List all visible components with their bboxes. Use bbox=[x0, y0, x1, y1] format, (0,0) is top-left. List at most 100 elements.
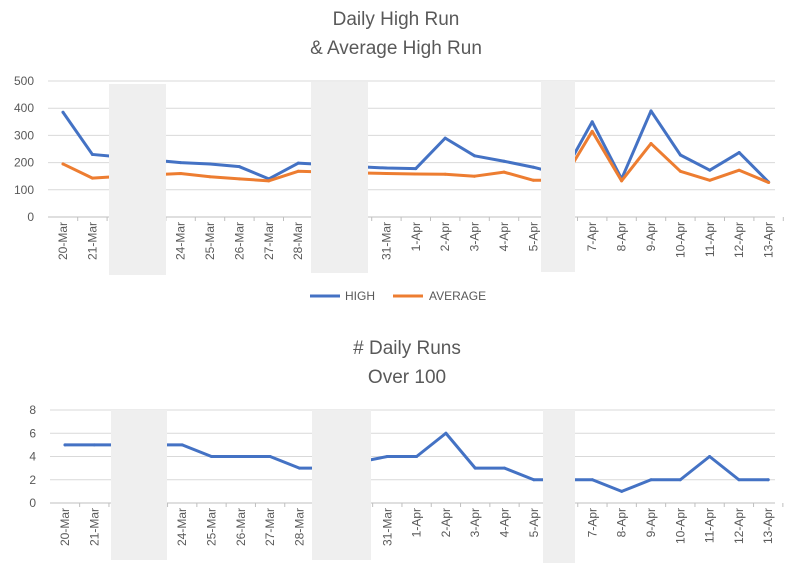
x-tick-label: 7-Apr bbox=[585, 222, 599, 251]
data-point bbox=[473, 466, 477, 470]
data-point bbox=[590, 129, 594, 133]
data-point bbox=[473, 154, 477, 158]
occluding-block bbox=[543, 410, 575, 563]
data-point bbox=[61, 110, 65, 114]
x-tick-label: 13-Apr bbox=[761, 508, 775, 544]
legend-high-label: HIGH bbox=[345, 289, 375, 303]
data-point bbox=[503, 466, 506, 470]
x-tick-label: 8-Apr bbox=[615, 222, 629, 251]
data-point bbox=[210, 455, 213, 458]
data-point bbox=[61, 162, 65, 166]
data-point bbox=[385, 455, 389, 458]
x-tick-label: 10-Apr bbox=[673, 222, 687, 258]
x-tick-label: 24-Mar bbox=[174, 222, 188, 260]
chart1-legend: HIGH AVERAGE bbox=[310, 289, 486, 303]
data-point bbox=[90, 176, 94, 180]
data-point bbox=[620, 489, 624, 493]
data-point bbox=[766, 478, 770, 482]
x-tick-label: 1-Apr bbox=[409, 222, 423, 251]
occluding-block bbox=[311, 82, 368, 273]
data-point bbox=[414, 167, 418, 171]
data-point bbox=[649, 109, 653, 113]
x-tick-label: 5-Apr bbox=[527, 508, 541, 537]
series-line-series-0 bbox=[63, 431, 770, 493]
y-tick-label: 6 bbox=[29, 426, 36, 440]
y-tick-label: 2 bbox=[29, 473, 36, 487]
y-tick-label: 200 bbox=[14, 156, 34, 170]
data-point bbox=[708, 455, 712, 458]
data-point bbox=[678, 153, 682, 157]
x-tick-label: 10-Apr bbox=[673, 508, 687, 544]
data-point bbox=[92, 443, 96, 447]
data-point bbox=[590, 120, 594, 124]
x-tick-label: 12-Apr bbox=[732, 222, 746, 258]
data-point bbox=[708, 178, 712, 182]
data-point bbox=[384, 171, 388, 175]
x-tick-label: 31-Mar bbox=[379, 222, 393, 260]
data-point bbox=[444, 431, 448, 435]
x-tick-label: 2-Apr bbox=[439, 508, 453, 537]
data-point bbox=[239, 455, 243, 458]
x-tick-label: 26-Mar bbox=[232, 222, 246, 260]
data-point bbox=[237, 165, 241, 169]
data-point bbox=[208, 175, 212, 179]
data-point bbox=[180, 443, 184, 447]
chart2-title-line2: Over 100 bbox=[368, 367, 446, 388]
data-point bbox=[443, 136, 447, 140]
chart2-title-line1: # Daily Runs bbox=[353, 338, 461, 359]
data-point bbox=[737, 478, 741, 482]
data-point bbox=[473, 174, 477, 178]
data-point bbox=[179, 161, 183, 165]
x-tick-label: 31-Mar bbox=[380, 508, 394, 546]
data-point bbox=[63, 443, 67, 447]
data-point bbox=[268, 455, 272, 458]
x-tick-label: 4-Apr bbox=[498, 508, 512, 537]
y-tick-label: 300 bbox=[14, 128, 34, 142]
data-point bbox=[678, 169, 682, 173]
x-tick-label: 27-Mar bbox=[262, 222, 276, 260]
data-point bbox=[296, 169, 300, 173]
data-point bbox=[590, 478, 594, 482]
x-tick-label: 20-Mar bbox=[58, 508, 72, 546]
x-tick-label: 5-Apr bbox=[526, 222, 540, 251]
chart1-title-line1: Daily High Run bbox=[333, 9, 460, 30]
data-point bbox=[384, 166, 388, 170]
x-tick-label: 2-Apr bbox=[438, 222, 452, 251]
data-point bbox=[767, 180, 771, 184]
y-tick-label: 0 bbox=[29, 496, 36, 510]
daily-high-run-chart: Daily High Run & Average High Run 0 100 20… bbox=[14, 9, 784, 303]
x-tick-label: 12-Apr bbox=[732, 508, 746, 544]
occluding-block bbox=[312, 410, 371, 560]
data-point bbox=[649, 142, 653, 146]
data-point bbox=[532, 478, 536, 482]
x-tick-label: 13-Apr bbox=[762, 222, 776, 258]
x-tick-label: 25-Mar bbox=[205, 508, 219, 546]
data-point bbox=[443, 172, 447, 176]
y-tick-label: 400 bbox=[14, 101, 34, 115]
data-point bbox=[296, 161, 300, 165]
x-tick-label: 25-Mar bbox=[203, 222, 217, 260]
data-point bbox=[297, 466, 301, 470]
x-tick-label: 24-Mar bbox=[175, 508, 189, 546]
data-point bbox=[649, 478, 653, 482]
data-point bbox=[208, 162, 212, 166]
series-line-high bbox=[61, 109, 771, 184]
data-point bbox=[620, 179, 624, 183]
x-tick-label: 3-Apr bbox=[468, 508, 482, 537]
occluding-block bbox=[541, 81, 575, 272]
data-point bbox=[737, 168, 741, 172]
daily-runs-over-100-chart: # Daily Runs Over 100 0 2 4 6 8 20-Mar 21-Mar… bbox=[29, 338, 784, 563]
occluding-block bbox=[111, 410, 167, 560]
occluding-block bbox=[109, 84, 166, 275]
x-tick-label: 27-Mar bbox=[263, 508, 277, 546]
x-tick-label: 1-Apr bbox=[410, 508, 424, 537]
y-tick-label: 4 bbox=[29, 450, 36, 464]
x-tick-label: 21-Mar bbox=[85, 222, 99, 260]
x-tick-label: 7-Apr bbox=[585, 508, 599, 537]
data-point bbox=[267, 179, 271, 183]
x-tick-label: 4-Apr bbox=[497, 222, 511, 251]
y-tick-label: 500 bbox=[14, 74, 34, 88]
x-tick-label: 21-Mar bbox=[87, 508, 101, 546]
legend-average-label: AVERAGE bbox=[429, 289, 486, 303]
